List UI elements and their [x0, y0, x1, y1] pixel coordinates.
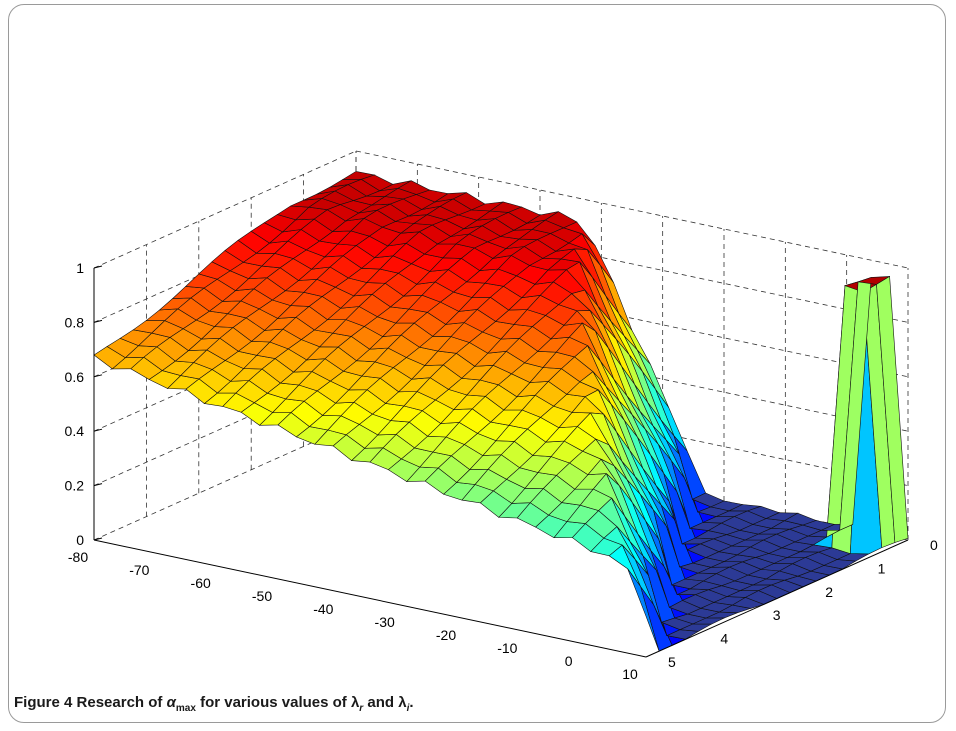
x-tick-label: -50	[252, 588, 272, 604]
z-tick-label: 0.4	[65, 423, 85, 439]
z-axis-ticks: 0 0.2 0.4 0.6 0.8 1	[65, 260, 103, 548]
x-tick-label: -60	[191, 575, 211, 591]
x-tick-label: -30	[375, 614, 395, 630]
axes	[93, 268, 909, 658]
y-tick-label: 4	[720, 631, 728, 647]
y-tick-label: 5	[668, 654, 676, 670]
y-tick-label: 1	[878, 560, 886, 576]
y-axis-line	[645, 539, 909, 658]
x-tick-label: 0	[565, 653, 573, 669]
grid-line-z-side	[93, 368, 357, 486]
z-tick-mark	[93, 265, 103, 269]
x-tick-label: -20	[436, 627, 456, 643]
surface-mesh	[93, 171, 909, 652]
z-tick-mark	[93, 483, 103, 487]
z-tick-label: 1	[76, 260, 84, 276]
figure-caption-text: Figure 4 Research of αmax for various va…	[14, 694, 414, 714]
z-tick-label: 0.8	[65, 314, 85, 330]
grid-line-z-side	[93, 422, 357, 541]
figure-label: Figure 4	[14, 694, 73, 711]
grid-line-z-side	[93, 205, 357, 323]
grid-line-z	[355, 150, 909, 269]
y-tick-label: 3	[773, 607, 781, 623]
z-tick-mark	[93, 374, 103, 378]
y-axis-ticks: 0 1 2 3 4 5	[668, 537, 938, 670]
z-tick-label: 0	[76, 532, 84, 548]
x-tick-label: -80	[68, 549, 88, 565]
grid-line-z-side	[93, 150, 357, 269]
x-tick-label: -70	[129, 562, 149, 578]
y-tick-label: 0	[930, 537, 938, 553]
grid-line-z-side	[93, 313, 357, 432]
z-tick-mark	[93, 319, 103, 323]
figure-frame	[8, 4, 946, 723]
z-tick-label: 0.6	[65, 369, 85, 385]
z-tick-mark	[93, 428, 103, 432]
x-tick-label: -10	[497, 640, 517, 656]
y-tick-label: 2	[825, 584, 833, 600]
x-tick-label: 10	[622, 666, 638, 682]
figure-caption: Figure 4 Research of αmax for various va…	[14, 694, 414, 714]
x-axis-ticks: -80 -70 -60 -50 -40 -30 -20 -10 0 10	[68, 549, 638, 682]
z-tick-label: 0.2	[65, 478, 85, 494]
surface-face	[876, 275, 909, 543]
x-tick-label: -40	[313, 601, 333, 617]
z-tick-mark	[93, 537, 103, 541]
x-axis-line	[93, 539, 647, 658]
